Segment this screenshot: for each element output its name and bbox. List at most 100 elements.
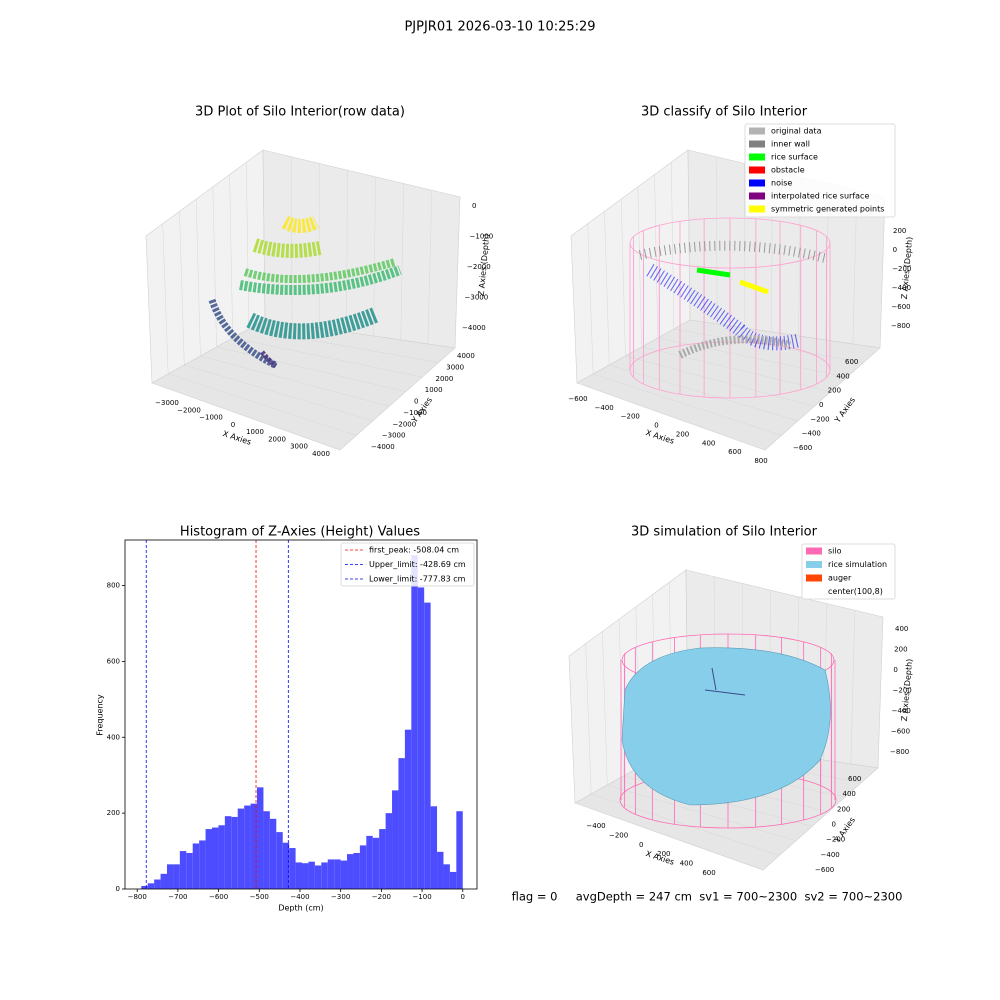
point-cloud bbox=[696, 267, 731, 278]
pane-grid bbox=[625, 355, 815, 407]
z-tick-label: −800 bbox=[890, 748, 909, 756]
y-tick-label: −400 bbox=[821, 851, 840, 859]
axes-frame bbox=[124, 539, 478, 890]
pane-grid bbox=[246, 162, 250, 330]
bar bbox=[173, 864, 180, 889]
pane-grid bbox=[607, 784, 796, 842]
y-tick-label: 2000 bbox=[436, 375, 454, 383]
x-tick-label: −300 bbox=[331, 893, 350, 901]
legend-label: center(100,8) bbox=[828, 587, 883, 596]
pane-grid bbox=[604, 211, 610, 366]
bar bbox=[282, 842, 290, 889]
bar bbox=[437, 851, 444, 889]
x-tick-label: 3000 bbox=[290, 443, 308, 451]
pane-grid bbox=[427, 190, 433, 345]
x-tick-label: 200 bbox=[676, 430, 689, 438]
y-tick-label: −200 bbox=[810, 415, 829, 423]
y-tick-label: −600 bbox=[815, 866, 834, 874]
y-tick-label: 0 bbox=[414, 398, 418, 406]
y-tick-label: 3000 bbox=[446, 363, 464, 371]
z-tick-label: 0 bbox=[893, 666, 897, 674]
rice-surface bbox=[621, 647, 831, 806]
x-tick-label: −100 bbox=[412, 893, 431, 901]
bar bbox=[205, 829, 213, 889]
bar bbox=[250, 803, 258, 889]
z-tick-label: 0 bbox=[893, 246, 897, 254]
bar bbox=[295, 862, 303, 889]
bar bbox=[237, 808, 245, 889]
bar bbox=[231, 816, 238, 889]
pane-grid bbox=[200, 355, 390, 407]
z-tick-label: −200 bbox=[892, 265, 911, 273]
x-tick-label: 0 bbox=[654, 422, 658, 430]
y-axis-label: Frequency bbox=[96, 694, 105, 736]
y-tick-label: −2000 bbox=[393, 420, 417, 428]
pane bbox=[151, 319, 456, 451]
subplot-title: Histogram of Z-Axies (Height) Values bbox=[180, 525, 420, 540]
legend-label: inner wall bbox=[771, 140, 810, 149]
bar bbox=[417, 587, 425, 889]
z-tick-label: −200 bbox=[893, 687, 912, 695]
bar bbox=[334, 859, 341, 889]
x-tick-label: 400 bbox=[702, 439, 715, 447]
x-tick-label: −3000 bbox=[155, 399, 179, 407]
legend-label: auger bbox=[828, 574, 852, 583]
legend-swatch bbox=[749, 153, 765, 161]
x-tick-label: −200 bbox=[621, 413, 640, 421]
pane-grid bbox=[162, 223, 169, 375]
pane-grid bbox=[637, 186, 642, 348]
point-cloud bbox=[281, 215, 320, 233]
bar bbox=[212, 827, 219, 889]
y-tick-label: 600 bbox=[845, 358, 858, 366]
y-tick-label: −3000 bbox=[382, 432, 406, 440]
legend-box bbox=[340, 542, 475, 587]
z-tick-label: 400 bbox=[895, 625, 908, 633]
x-tick-label: −600 bbox=[568, 395, 587, 403]
point-cloud bbox=[239, 265, 402, 295]
pane-grid bbox=[591, 793, 780, 856]
y-tick-label: 600 bbox=[848, 775, 861, 783]
pane-grid bbox=[850, 610, 856, 765]
x-tick-label: 2000 bbox=[268, 435, 286, 443]
legend-label: rice surface bbox=[771, 153, 818, 162]
z-tick-label: −4000 bbox=[462, 324, 486, 332]
z-tick-label: −1000 bbox=[470, 233, 494, 241]
bar bbox=[263, 811, 270, 889]
y-tick-label: 400 bbox=[107, 733, 120, 741]
bar bbox=[404, 729, 412, 889]
bar bbox=[179, 851, 187, 889]
pane-grid bbox=[587, 223, 594, 375]
bar bbox=[199, 840, 206, 889]
legend-label: noise bbox=[771, 179, 792, 188]
legend-label: Upper_limit: -428.69 cm bbox=[369, 560, 466, 569]
x-tick-label: −700 bbox=[168, 893, 187, 901]
pane-grid bbox=[593, 373, 782, 436]
z-tick-label: −600 bbox=[891, 303, 910, 311]
bar bbox=[424, 602, 431, 889]
bar bbox=[154, 879, 161, 889]
legend-swatch bbox=[749, 140, 765, 148]
bar bbox=[353, 852, 360, 889]
legend-label: symmetric generated points bbox=[771, 205, 884, 214]
z-tick-label: −3000 bbox=[465, 294, 489, 302]
z-tick-label: 200 bbox=[894, 646, 907, 654]
pane-grid bbox=[184, 364, 373, 422]
point-cloud bbox=[739, 279, 769, 295]
x-tick-label: −200 bbox=[609, 831, 628, 839]
bar bbox=[257, 787, 264, 889]
x-tick-label: −600 bbox=[209, 893, 228, 901]
y-tick-label: 0 bbox=[116, 885, 120, 893]
legend-label: Lower_limit: -777.83 cm bbox=[369, 575, 466, 584]
z-tick-label: −2000 bbox=[467, 263, 491, 271]
z-tick-label: −800 bbox=[891, 322, 910, 330]
x-tick-label: −400 bbox=[586, 822, 605, 830]
bar bbox=[141, 885, 148, 889]
point-cloud bbox=[208, 298, 277, 369]
bar bbox=[379, 829, 386, 889]
pane-grid bbox=[373, 176, 376, 337]
x-axis-label: Depth (cm) bbox=[278, 904, 323, 913]
pane-grid bbox=[232, 337, 423, 378]
x-tick-label: 1000 bbox=[246, 428, 264, 436]
bar bbox=[276, 832, 283, 889]
legend-swatch bbox=[749, 179, 765, 187]
